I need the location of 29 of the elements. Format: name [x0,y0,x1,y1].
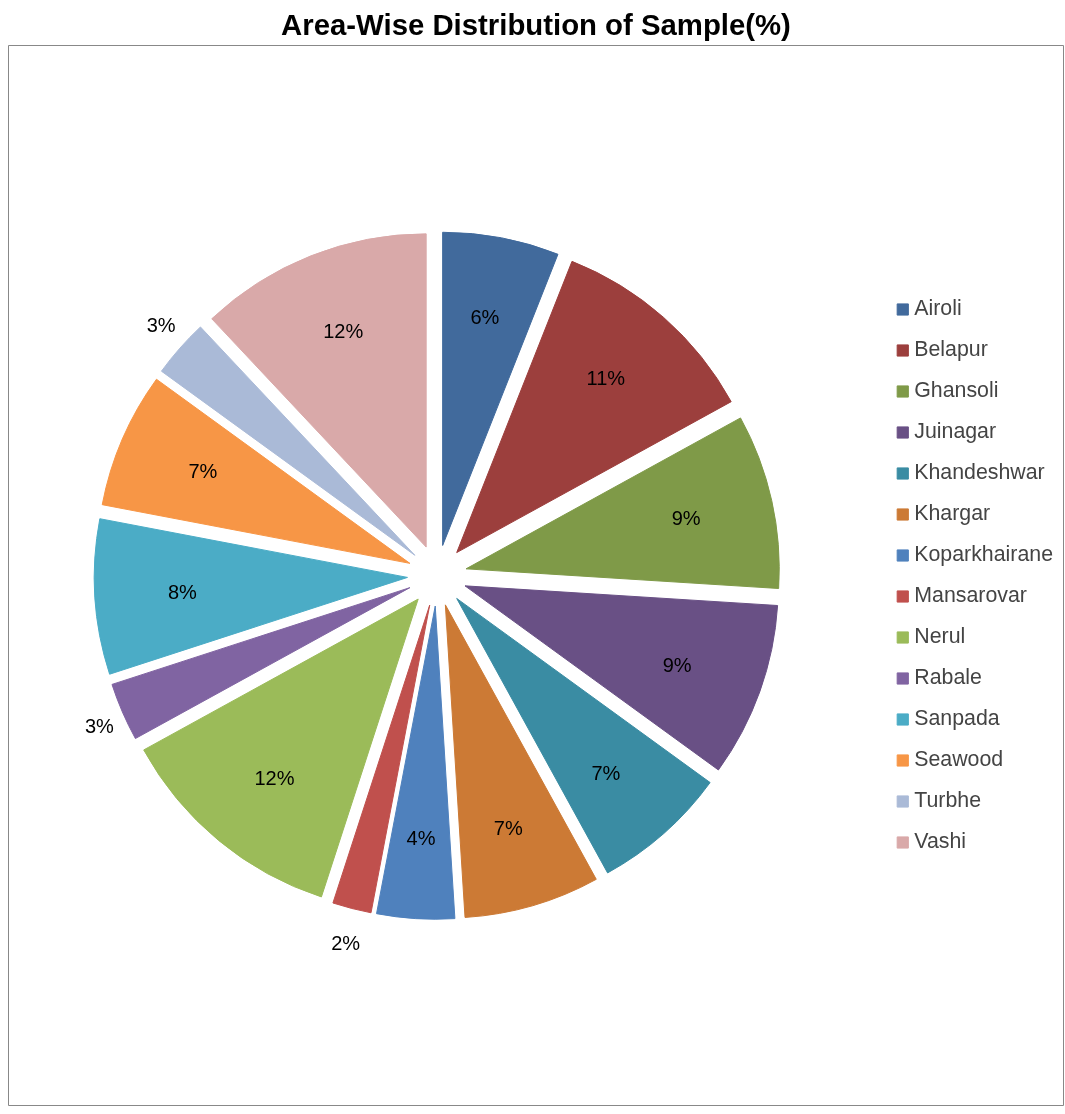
legend-label: Ghansoli [914,378,999,403]
legend-label: Airoli [914,296,962,321]
legend-label: Koparkhairane [914,542,1053,567]
legend-label: Mansarovar [914,583,1027,608]
legend-label: Vashi [914,829,967,854]
chart-title: Area-Wise Distribution of Sample(%) [281,7,791,41]
legend-label: Rabale [914,665,982,690]
legend-label: Juinagar [914,419,997,444]
legend-label: Seawood [914,747,1004,772]
data-label: 11% [586,367,626,390]
data-label: 4% [406,826,436,849]
data-label: 9% [671,507,701,530]
data-label: 7% [493,817,523,840]
data-label: 9% [662,653,692,676]
data-label: 3% [84,715,115,738]
data-label: 7% [188,460,218,483]
data-label: 12% [323,320,364,342]
legend-label: Khargar [914,501,991,526]
legend-label: Sanpada [914,706,1000,731]
data-label: 8% [167,581,198,604]
legend-label: Turbhe [914,788,982,813]
legend-label: Belapur [914,337,988,362]
data-label: 6% [470,306,500,329]
data-label: 3% [146,313,176,336]
legend-label: Khandeshwar [914,460,1045,485]
legend-label: Nerul [914,624,966,649]
data-label: 2% [331,931,361,954]
data-label: 12% [254,767,295,790]
data-label: 7% [591,761,621,784]
